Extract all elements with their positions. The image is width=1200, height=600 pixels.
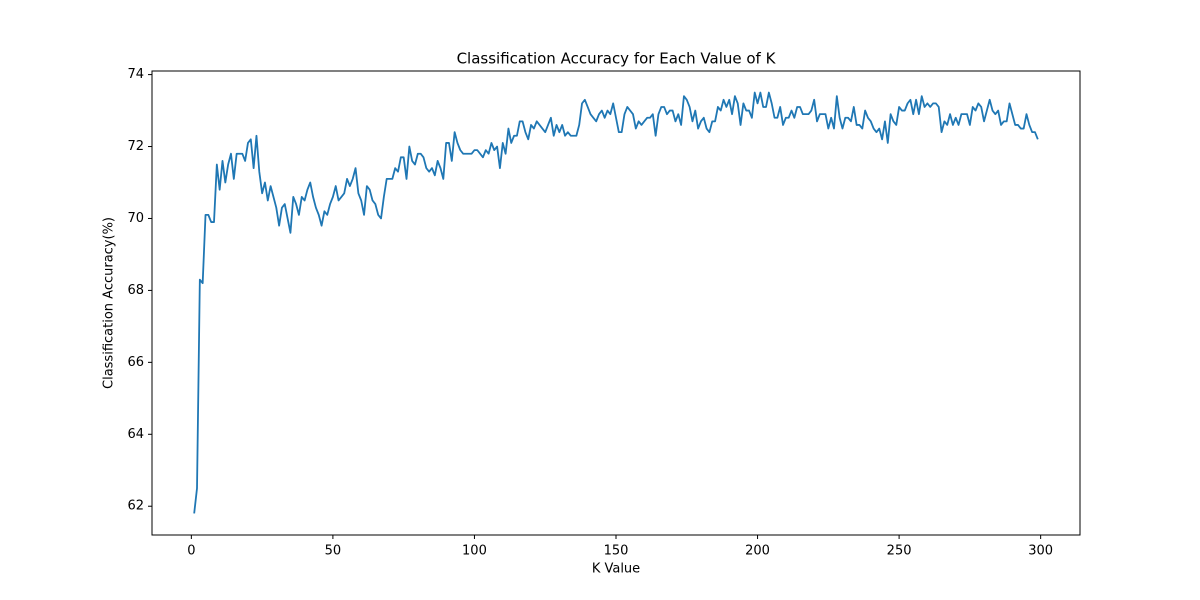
x-axis-label: K Value [592,562,640,577]
x-tick-label: 50 [325,544,342,559]
y-tick-label: 64 [127,427,144,442]
data-line [193,91,1039,514]
y-tick-label: 74 [127,67,144,82]
y-tick-label: 62 [127,499,144,514]
plot-frame [151,70,1081,536]
x-tick-label: 0 [187,544,195,559]
y-tick-label: 66 [127,355,144,370]
x-tick-label: 100 [462,544,487,559]
y-tick-label: 68 [127,283,144,298]
x-tick-label: 150 [604,544,629,559]
x-tick-label: 200 [745,544,770,559]
x-tick-label: 300 [1028,544,1053,559]
x-tick-label: 250 [887,544,912,559]
y-tick-label: 72 [127,139,144,154]
y-tick-label: 70 [127,211,144,226]
y-axis-label: Classification Accuracy(%) [102,217,117,389]
chart-title: Classification Accuracy for Each Value o… [457,50,777,68]
